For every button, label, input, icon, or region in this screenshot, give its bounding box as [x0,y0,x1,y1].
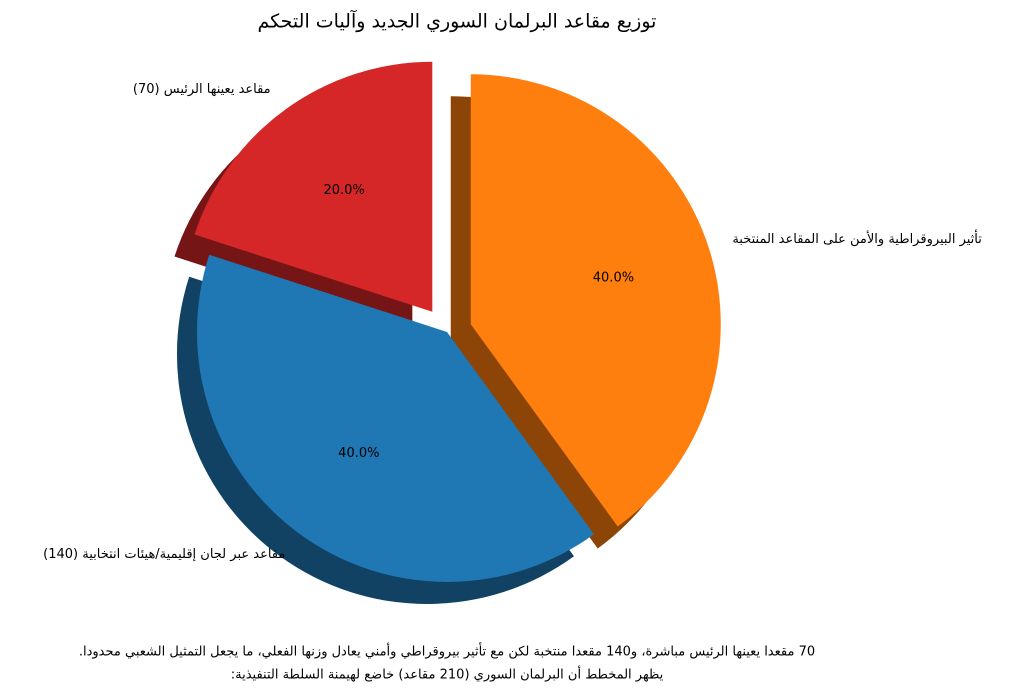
slice [197,254,594,583]
slice-label: مقاعد يعينها الرئيس (70) [133,82,271,97]
value-label: 40.0% [338,446,379,461]
slice-label: تأثير البيروقراطية والأمن على المقاعد ال… [732,229,982,247]
note: يظهر المخطط أن البرلمان السوري (210 مقاع… [231,666,664,683]
chart-title: توزيع مقاعد البرلمان السوري الجديد وآليا… [258,9,657,33]
slice [194,61,433,312]
slice-label: مقاعد عبر لجان إقليمية/هيئات انتخابية (1… [43,547,285,562]
slice [470,74,721,527]
slices: 20.0% مقاعد يعينها الرئيس (70) 40.0% مقاعد … [43,61,982,583]
value-label: 20.0% [323,183,364,198]
note: 70 مقعدا يعينها الرئيس مباشرة، و140 مقعد… [79,642,815,660]
value-label: 40.0% [593,270,634,285]
